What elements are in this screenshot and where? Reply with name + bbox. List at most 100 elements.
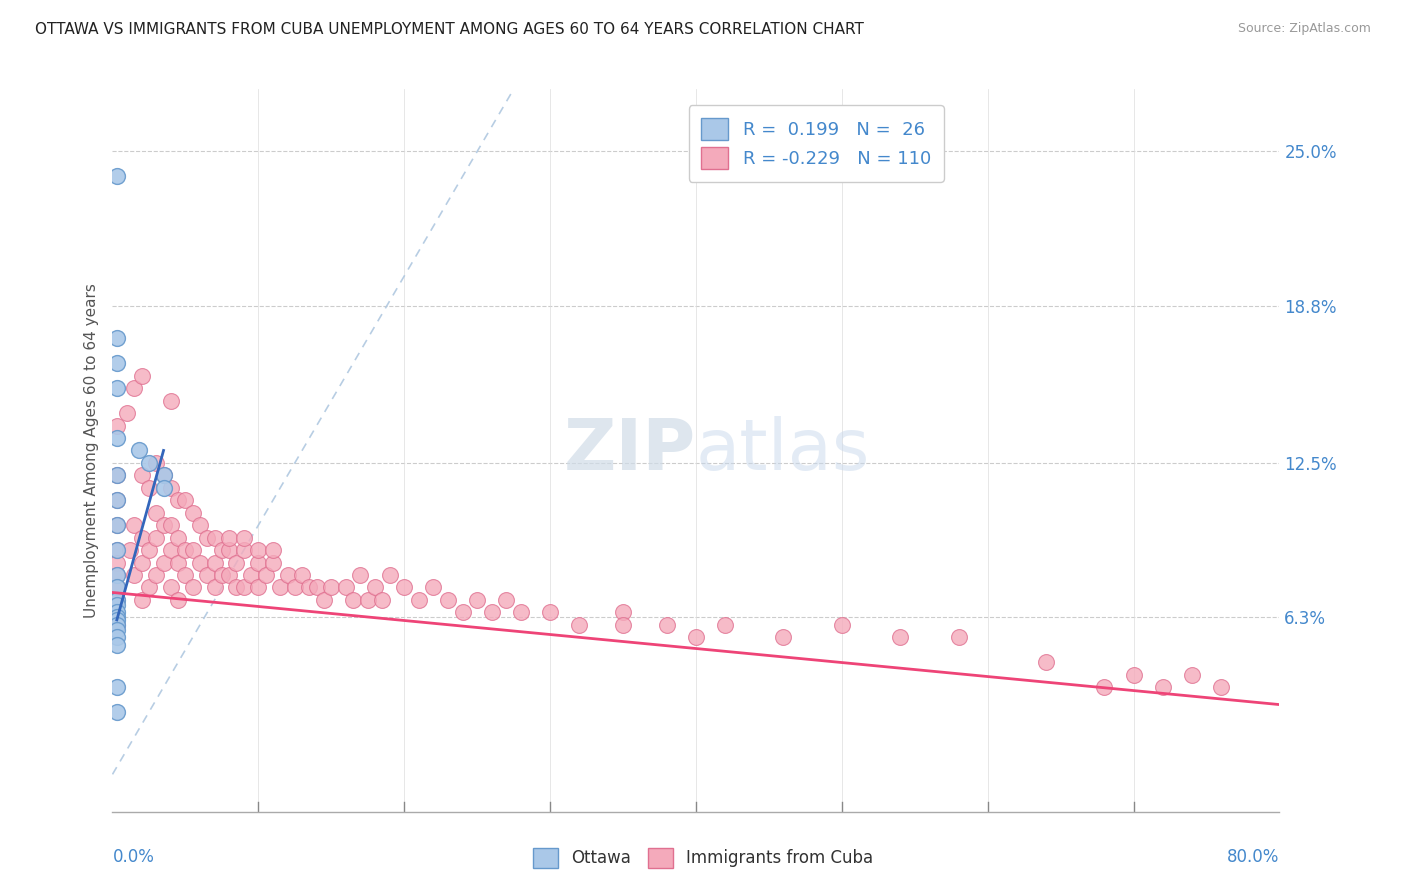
Point xyxy=(378,568,401,582)
Point xyxy=(152,556,174,570)
Point xyxy=(394,581,416,595)
Point xyxy=(262,556,284,570)
Point xyxy=(714,618,737,632)
Point xyxy=(105,638,128,652)
Point xyxy=(124,518,146,533)
Point xyxy=(655,618,678,632)
Point xyxy=(160,543,183,558)
Point xyxy=(152,518,174,533)
Point xyxy=(1094,680,1116,694)
Point xyxy=(152,481,174,495)
Point xyxy=(105,169,128,184)
Point xyxy=(321,581,343,595)
Point xyxy=(174,568,197,582)
Point xyxy=(105,468,128,483)
Point xyxy=(232,543,254,558)
Point xyxy=(105,613,128,627)
Point xyxy=(284,581,307,595)
Point xyxy=(105,593,128,607)
Point xyxy=(218,543,240,558)
Point xyxy=(145,506,167,520)
Point xyxy=(481,606,503,620)
Point xyxy=(612,618,634,632)
Point xyxy=(118,543,141,558)
Point xyxy=(181,543,204,558)
Point xyxy=(105,431,128,445)
Point xyxy=(195,568,218,582)
Point xyxy=(131,531,153,545)
Point xyxy=(105,418,128,433)
Point xyxy=(128,443,150,458)
Point xyxy=(232,581,254,595)
Point xyxy=(124,568,146,582)
Point xyxy=(105,381,128,395)
Point xyxy=(772,630,794,644)
Point xyxy=(232,531,254,545)
Text: Source: ZipAtlas.com: Source: ZipAtlas.com xyxy=(1237,22,1371,36)
Point xyxy=(1035,655,1057,669)
Point xyxy=(105,610,128,624)
Point xyxy=(225,556,247,570)
Point xyxy=(167,593,190,607)
Point xyxy=(437,593,460,607)
Text: 80.0%: 80.0% xyxy=(1227,847,1279,866)
Point xyxy=(276,568,298,582)
Point xyxy=(174,543,197,558)
Point xyxy=(105,518,128,533)
Point xyxy=(105,593,128,607)
Point xyxy=(342,593,364,607)
Point xyxy=(105,606,128,620)
Point xyxy=(105,581,128,595)
Point xyxy=(105,618,128,632)
Point xyxy=(167,493,190,508)
Point xyxy=(105,543,128,558)
Point xyxy=(495,593,517,607)
Point xyxy=(1152,680,1174,694)
Point xyxy=(160,518,183,533)
Point xyxy=(138,581,160,595)
Point xyxy=(105,630,128,644)
Point xyxy=(105,581,128,595)
Point xyxy=(1181,667,1204,681)
Point xyxy=(831,618,853,632)
Point xyxy=(211,568,233,582)
Point xyxy=(105,623,128,637)
Point xyxy=(371,593,394,607)
Point xyxy=(181,506,204,520)
Point xyxy=(247,581,270,595)
Point xyxy=(254,568,277,582)
Point xyxy=(131,368,153,383)
Point xyxy=(105,331,128,345)
Point xyxy=(262,543,284,558)
Point xyxy=(948,630,970,644)
Text: ZIP: ZIP xyxy=(564,416,696,485)
Point xyxy=(115,406,138,420)
Point xyxy=(349,568,371,582)
Point xyxy=(145,568,167,582)
Point xyxy=(152,468,174,483)
Point xyxy=(298,581,321,595)
Point xyxy=(181,581,204,595)
Point xyxy=(465,593,488,607)
Point xyxy=(105,568,128,582)
Point xyxy=(131,593,153,607)
Point xyxy=(145,531,167,545)
Point xyxy=(889,630,911,644)
Point xyxy=(188,556,211,570)
Point xyxy=(160,581,183,595)
Point xyxy=(247,543,270,558)
Point xyxy=(145,456,167,470)
Point xyxy=(160,393,183,408)
Legend: R =  0.199   N =  26, R = -0.229   N = 110: R = 0.199 N = 26, R = -0.229 N = 110 xyxy=(689,105,943,182)
Point xyxy=(105,493,128,508)
Point xyxy=(131,468,153,483)
Point xyxy=(240,568,263,582)
Point xyxy=(247,556,270,570)
Point xyxy=(357,593,380,607)
Point xyxy=(218,531,240,545)
Point xyxy=(305,581,328,595)
Point xyxy=(105,493,128,508)
Point xyxy=(138,456,160,470)
Point xyxy=(335,581,357,595)
Point xyxy=(211,543,233,558)
